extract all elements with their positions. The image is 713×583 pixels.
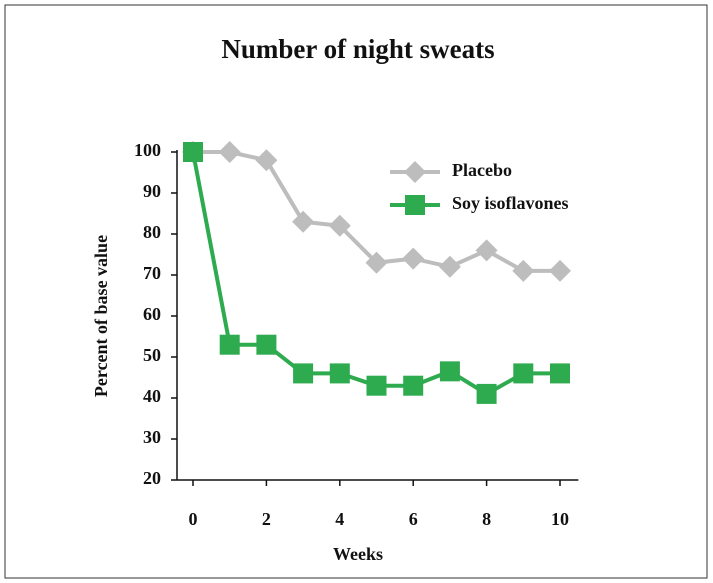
point bbox=[293, 363, 314, 384]
point bbox=[403, 375, 424, 396]
y-tick-label: 100 bbox=[134, 140, 161, 160]
x-tick-label: 2 bbox=[262, 509, 271, 529]
point bbox=[328, 214, 351, 237]
x-axis-label: Weeks bbox=[333, 544, 383, 564]
point bbox=[513, 363, 534, 384]
point bbox=[550, 363, 570, 384]
chart-title: Number of night sweats bbox=[221, 34, 494, 64]
point bbox=[365, 251, 388, 274]
point bbox=[549, 259, 571, 282]
frame bbox=[4, 4, 708, 579]
point bbox=[218, 141, 241, 163]
y-tick-label: 90 bbox=[143, 181, 161, 201]
point bbox=[183, 142, 203, 162]
point bbox=[476, 383, 497, 404]
point bbox=[512, 259, 535, 282]
legend-marker bbox=[404, 161, 426, 183]
point bbox=[256, 334, 277, 355]
x-tick-label: 0 bbox=[189, 509, 198, 529]
legend-marker bbox=[405, 195, 425, 215]
point bbox=[402, 247, 425, 270]
point bbox=[292, 210, 315, 233]
point bbox=[255, 149, 278, 172]
y-tick-label: 30 bbox=[143, 427, 161, 447]
y-tick-label: 60 bbox=[143, 304, 161, 324]
point bbox=[329, 363, 350, 384]
legend-label: Soy isoflavones bbox=[452, 193, 569, 213]
point bbox=[219, 334, 240, 355]
point bbox=[475, 239, 498, 262]
y-axis-label: Percent of base value bbox=[91, 235, 111, 397]
x-tick-label: 6 bbox=[409, 509, 418, 529]
point bbox=[366, 375, 387, 396]
y-tick-label: 20 bbox=[143, 468, 161, 488]
x-tick-label: 4 bbox=[335, 509, 344, 529]
y-tick-label: 80 bbox=[143, 222, 161, 242]
legend-label: Placebo bbox=[452, 160, 512, 180]
y-tick-label: 40 bbox=[143, 386, 161, 406]
point bbox=[439, 361, 460, 382]
point bbox=[438, 255, 461, 278]
x-tick-label: 10 bbox=[551, 509, 569, 529]
x-tick-label: 8 bbox=[482, 509, 491, 529]
y-tick-label: 70 bbox=[143, 263, 161, 283]
y-tick-label: 50 bbox=[143, 345, 161, 365]
